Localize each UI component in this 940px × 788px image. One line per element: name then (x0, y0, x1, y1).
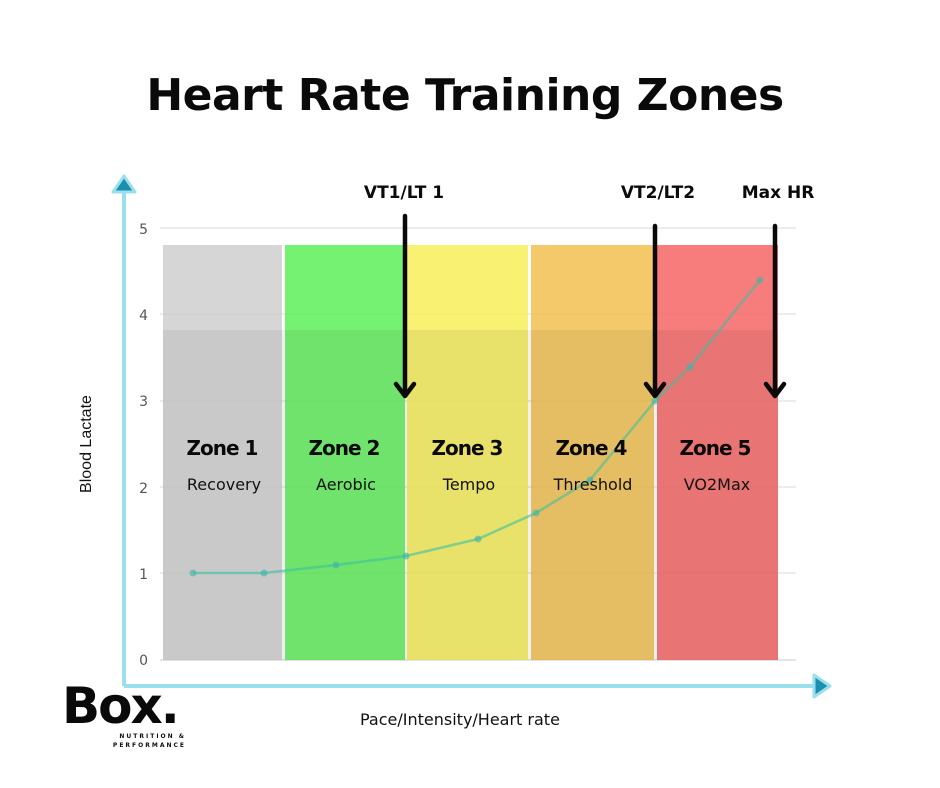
y-axis-arrow-icon (111, 174, 137, 194)
y-tick-0: 0 (139, 653, 148, 669)
x-axis-arrow-icon (812, 673, 832, 699)
vt1-arrow-icon (393, 213, 417, 399)
y-axis (111, 174, 137, 686)
x-axis (124, 673, 832, 699)
lactate-curve (189, 276, 764, 577)
zone-5-name: Zone 5 (680, 436, 751, 460)
box-logo: Box. NUTRITION & PERFORMANCE (62, 680, 186, 750)
vt2-label: VT2/LT2 (621, 183, 695, 203)
zone-5-label: VO2Max (684, 475, 751, 494)
marker-arrows (393, 213, 787, 399)
zone-1-band (163, 245, 282, 660)
y-tick-2: 2 (139, 481, 148, 497)
zone-1-name: Zone 1 (187, 436, 258, 460)
x-axis-label: Pace/Intensity/Heart rate (360, 710, 560, 729)
zone-labels: Zone 1 Recovery Zone 2 Aerobic Zone 3 Te… (187, 436, 752, 494)
zone-4-band (531, 245, 654, 660)
max-hr-label: Max HR (742, 183, 815, 203)
zone-2-label: Aerobic (316, 475, 376, 494)
zone-4-label: Threshold (553, 475, 633, 494)
zone-3-label: Tempo (442, 475, 495, 494)
vt2-arrow-icon (643, 223, 667, 399)
y-tick-3: 3 (139, 394, 148, 410)
threshold-markers: VT1/LT 1 VT2/LT2 Max HR (364, 183, 814, 203)
zone-3-name: Zone 3 (432, 436, 503, 460)
vt1-label: VT1/LT 1 (364, 183, 444, 203)
logo-subtitle-line2: PERFORMANCE (112, 742, 186, 749)
y-tick-5: 5 (139, 222, 148, 238)
zone-3-band (407, 245, 528, 660)
zone-5-band (657, 245, 778, 660)
zone-2-band (285, 245, 405, 660)
logo-wordmark: Box. (62, 677, 180, 735)
y-axis-label: Blood Lactate (78, 395, 95, 493)
zone-4-name: Zone 4 (556, 436, 627, 460)
zone-1-label: Recovery (187, 475, 261, 494)
logo-subtitle-line1: NUTRITION & (119, 733, 186, 740)
chart-title: Heart Rate Training Zones (146, 70, 784, 121)
max-hr-arrow-icon (763, 223, 787, 399)
y-tick-4: 4 (139, 308, 148, 324)
zone-2-name: Zone 2 (309, 436, 380, 460)
y-tick-labels: 0 1 2 3 4 5 (139, 222, 148, 669)
y-tick-1: 1 (139, 567, 148, 583)
zone-bands (163, 245, 778, 660)
